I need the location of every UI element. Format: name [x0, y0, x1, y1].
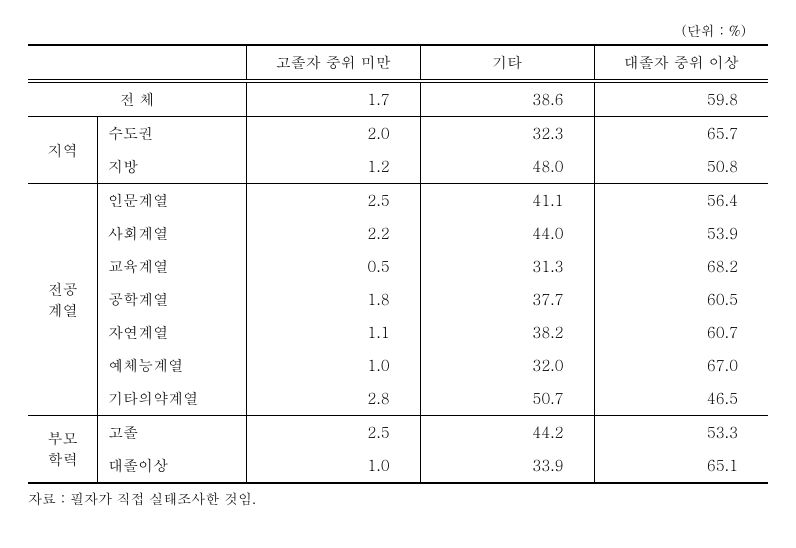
region-1-label: 지방 [98, 150, 247, 184]
total-v2: 38.6 [420, 81, 594, 117]
region-0-v1: 2.0 [246, 117, 420, 151]
region-1-v2: 48.0 [420, 150, 594, 184]
major-5-v1: 1.0 [246, 349, 420, 382]
total-label: 전 체 [28, 81, 246, 117]
header-row: 고졸자 중위 미만 기타 대졸자 중위 이상 [28, 45, 768, 81]
parent-row-0: 부모 학력 고졸 2.5 44.2 53.3 [28, 416, 768, 450]
major-4-v3: 60.7 [594, 316, 768, 349]
major-1-v1: 2.2 [246, 217, 420, 250]
major-1-v2: 44.0 [420, 217, 594, 250]
major-5-v2: 32.0 [420, 349, 594, 382]
footer-note: 자료 : 필자가 직접 실태조사한 것임. [28, 488, 768, 508]
region-row-1: 지방 1.2 48.0 50.8 [28, 150, 768, 184]
parent-0-v1: 2.5 [246, 416, 420, 450]
total-v3: 59.8 [594, 81, 768, 117]
major-2-v3: 68.2 [594, 250, 768, 283]
header-blank [28, 45, 246, 81]
parent-0-label: 고졸 [98, 416, 247, 450]
major-row-5: 예체능계열 1.0 32.0 67.0 [28, 349, 768, 382]
parent-1-v1: 1.0 [246, 449, 420, 483]
major-3-v1: 1.8 [246, 283, 420, 316]
major-row-3: 공학계열 1.8 37.7 60.5 [28, 283, 768, 316]
parent-0-v2: 44.2 [420, 416, 594, 450]
major-5-v3: 67.0 [594, 349, 768, 382]
region-row-0: 지역 수도권 2.0 32.3 65.7 [28, 117, 768, 151]
major-4-label: 자연계열 [98, 316, 247, 349]
parent-group-label: 부모 학력 [28, 416, 98, 484]
major-6-v1: 2.8 [246, 382, 420, 416]
major-1-v3: 53.9 [594, 217, 768, 250]
major-1-label: 사회계열 [98, 217, 247, 250]
total-row: 전 체 1.7 38.6 59.8 [28, 81, 768, 117]
region-1-v3: 50.8 [594, 150, 768, 184]
parent-1-v3: 65.1 [594, 449, 768, 483]
major-2-v1: 0.5 [246, 250, 420, 283]
major-row-4: 자연계열 1.1 38.2 60.7 [28, 316, 768, 349]
major-0-v2: 41.1 [420, 184, 594, 218]
major-3-label: 공학계열 [98, 283, 247, 316]
parent-row-1: 대졸이상 1.0 33.9 65.1 [28, 449, 768, 483]
total-v1: 1.7 [246, 81, 420, 117]
header-col1: 고졸자 중위 미만 [246, 45, 420, 81]
header-col3: 대졸자 중위 이상 [594, 45, 768, 81]
major-0-v3: 56.4 [594, 184, 768, 218]
data-table: 고졸자 중위 미만 기타 대졸자 중위 이상 전 체 1.7 38.6 59.8… [28, 44, 768, 484]
region-group-label: 지역 [28, 117, 98, 184]
major-3-v3: 60.5 [594, 283, 768, 316]
major-row-0: 전공 계열 인문계열 2.5 41.1 56.4 [28, 184, 768, 218]
major-6-v2: 50.7 [420, 382, 594, 416]
region-1-v1: 1.2 [246, 150, 420, 184]
major-5-label: 예체능계열 [98, 349, 247, 382]
major-2-label: 교육계열 [98, 250, 247, 283]
major-row-1: 사회계열 2.2 44.0 53.9 [28, 217, 768, 250]
header-col2: 기타 [420, 45, 594, 81]
major-group-label: 전공 계열 [28, 184, 98, 416]
major-3-v2: 37.7 [420, 283, 594, 316]
region-0-v2: 32.3 [420, 117, 594, 151]
major-0-v1: 2.5 [246, 184, 420, 218]
unit-label: (단위 : %) [20, 20, 776, 40]
region-0-v3: 65.7 [594, 117, 768, 151]
parent-1-label: 대졸이상 [98, 449, 247, 483]
major-4-v1: 1.1 [246, 316, 420, 349]
major-row-2: 교육계열 0.5 31.3 68.2 [28, 250, 768, 283]
major-0-label: 인문계열 [98, 184, 247, 218]
major-6-v3: 46.5 [594, 382, 768, 416]
major-2-v2: 31.3 [420, 250, 594, 283]
major-4-v2: 38.2 [420, 316, 594, 349]
region-0-label: 수도권 [98, 117, 247, 151]
parent-0-v3: 53.3 [594, 416, 768, 450]
major-6-label: 기타의약계열 [98, 382, 247, 416]
major-row-6: 기타의약계열 2.8 50.7 46.5 [28, 382, 768, 416]
parent-1-v2: 33.9 [420, 449, 594, 483]
